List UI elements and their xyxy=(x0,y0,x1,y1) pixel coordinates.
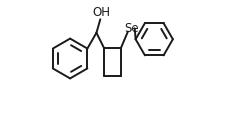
Text: OH: OH xyxy=(92,6,110,19)
Text: Se: Se xyxy=(124,22,138,35)
